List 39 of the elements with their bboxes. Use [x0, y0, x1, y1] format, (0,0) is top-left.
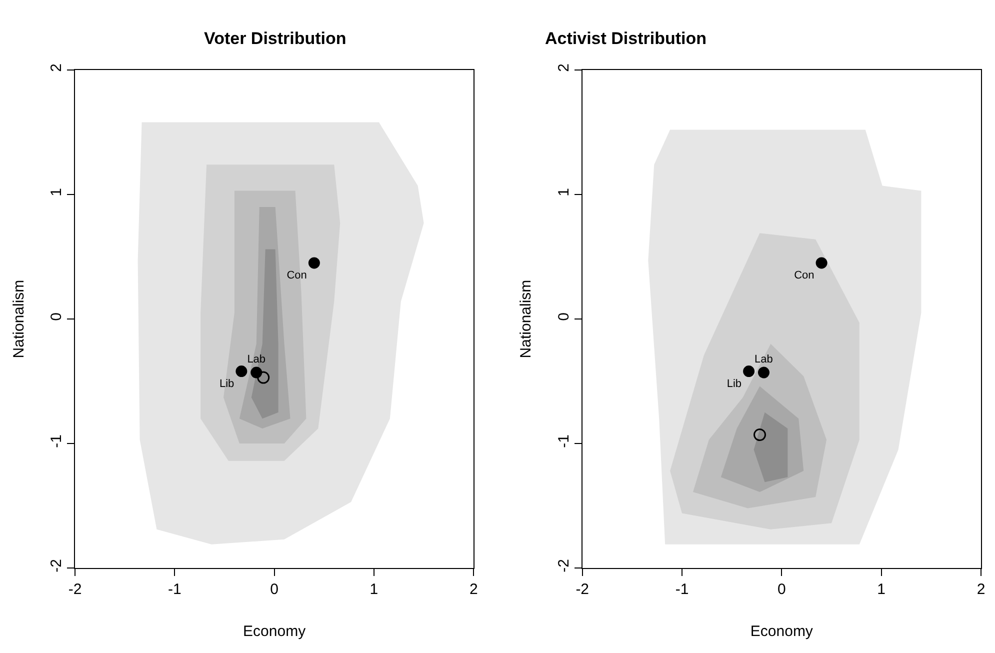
point: [308, 257, 320, 269]
x-axis-title: Economy: [750, 623, 814, 640]
y-tick-label: 2: [555, 64, 572, 72]
x-tick-label: 1: [877, 581, 886, 598]
x-tick-label: -1: [675, 581, 689, 598]
chart-title: Voter Distribution: [204, 29, 346, 48]
y-tick-label: 2: [48, 64, 65, 72]
data-label: Lib: [219, 378, 234, 390]
data-label: Con: [286, 269, 307, 282]
point: [236, 366, 248, 378]
point: [758, 366, 770, 378]
x-tick-label: -1: [168, 581, 182, 598]
y-tick-label: -2: [555, 559, 572, 572]
point: [816, 257, 828, 269]
y-tick-label: 0: [48, 312, 65, 321]
data-label: Lab: [754, 354, 773, 366]
x-tick-label: 0: [270, 581, 278, 598]
chart-title: Activist Distribution: [545, 29, 707, 48]
data-label: Lib: [726, 378, 742, 390]
y-tick-label: -1: [48, 434, 65, 448]
y-axis-title: Nationalism: [518, 280, 535, 358]
point: [743, 366, 755, 378]
x-tick-label: 1: [370, 581, 378, 598]
x-tick-label: 2: [469, 581, 478, 598]
x-tick-label: -2: [576, 581, 590, 598]
data-label: Con: [794, 269, 814, 282]
x-axis-title: Economy: [243, 623, 306, 640]
point: [257, 371, 270, 384]
y-tick-label: 1: [555, 188, 572, 196]
point: [754, 428, 766, 442]
y-tick-label: -2: [48, 559, 65, 572]
y-tick-label: -1: [555, 434, 572, 448]
data-label: Lab: [247, 354, 266, 366]
x-tick-label: -2: [68, 581, 82, 598]
y-tick-label: 0: [555, 312, 572, 321]
x-tick-label: 0: [778, 581, 786, 598]
y-tick-label: 1: [48, 188, 65, 196]
y-axis-title: Nationalism: [10, 280, 28, 358]
x-tick-label: 2: [976, 581, 986, 598]
